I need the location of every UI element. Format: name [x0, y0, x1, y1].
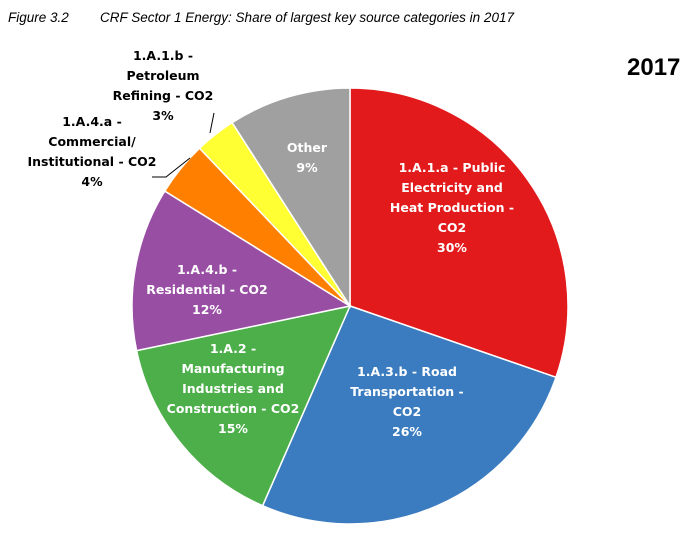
- slice-name-label: 1.A.4.a -: [62, 114, 122, 129]
- pie-slice: [131, 190, 352, 352]
- slice-label: 1.A.4.a - Commercial/Institutional - CO2 4…: [28, 114, 157, 189]
- pie-slices: [131, 87, 569, 525]
- slice-name-label: Transportation -: [350, 384, 464, 399]
- slice-percent-label: 9%: [296, 160, 318, 175]
- slice-name-label: 1.A.3.b - Road: [357, 364, 457, 379]
- slice-name-label: Industries and: [182, 381, 284, 396]
- leader-line: [209, 112, 215, 134]
- slice-percent-label: 15%: [218, 421, 248, 436]
- slice-name-label: Other: [287, 140, 328, 155]
- slice-name-label: 1.A.1.b -: [133, 48, 193, 63]
- slice-label: 1.A.1.a - Public Electricity and Heat Prod…: [390, 160, 514, 255]
- chart-title: 2017: [627, 54, 681, 81]
- slice-label: Other 9%: [287, 140, 328, 175]
- slice-name-label: 1.A.1.a - Public: [399, 160, 506, 175]
- slice-label: 1.A.4.b - Residential - CO2 12%: [146, 262, 268, 317]
- slice-percent-label: 12%: [192, 302, 222, 317]
- slice-name-label: Institutional - CO2: [28, 154, 157, 169]
- figure-title: CRF Sector 1 Energy: Share of largest ke…: [100, 10, 514, 25]
- slice-name-label: Heat Production -: [390, 200, 514, 215]
- pie-slice: [349, 87, 569, 379]
- slice-labels: 1.A.1.a - Public Electricity and Heat Prod…: [28, 48, 515, 439]
- slice-name-label: Construction - CO2: [167, 401, 300, 416]
- figure-caption: Figure 3.2 CRF Sector 1 Energy: Share of …: [8, 10, 514, 25]
- slice-label: 1.A.3.b - Road Transportation - CO2 26%: [350, 364, 464, 439]
- slice-name-label: Commercial/: [48, 134, 136, 149]
- pie-slice: [135, 304, 352, 507]
- slice-name-label: 1.A.2 -: [210, 341, 256, 356]
- slice-label: 1.A.1.b - Petroleum Refining - CO2 3%: [113, 48, 214, 123]
- pie-slice: [231, 87, 351, 309]
- slice-name-label: Refining - CO2: [113, 88, 214, 103]
- slice-percent-label: 30%: [437, 240, 467, 255]
- slice-name-label: Petroleum: [126, 68, 199, 83]
- leader-lines: [152, 112, 215, 178]
- slice-percent-label: 4%: [81, 174, 103, 189]
- slice-name-label: CO2: [393, 404, 422, 419]
- figure-number: Figure 3.2: [8, 10, 69, 25]
- leader-line: [152, 157, 191, 178]
- slice-percent-label: 3%: [152, 108, 174, 123]
- slice-label: 1.A.2 - Manufacturing Industries and Constr…: [167, 341, 300, 436]
- slice-name-label: CO2: [438, 220, 467, 235]
- slice-name-label: 1.A.4.b -: [177, 262, 237, 277]
- slice-percent-label: 26%: [392, 424, 422, 439]
- slice-name-label: Residential - CO2: [146, 282, 268, 297]
- slice-name-label: Electricity and: [401, 180, 503, 195]
- pie-slice: [261, 305, 557, 525]
- slice-name-label: Manufacturing: [181, 361, 284, 376]
